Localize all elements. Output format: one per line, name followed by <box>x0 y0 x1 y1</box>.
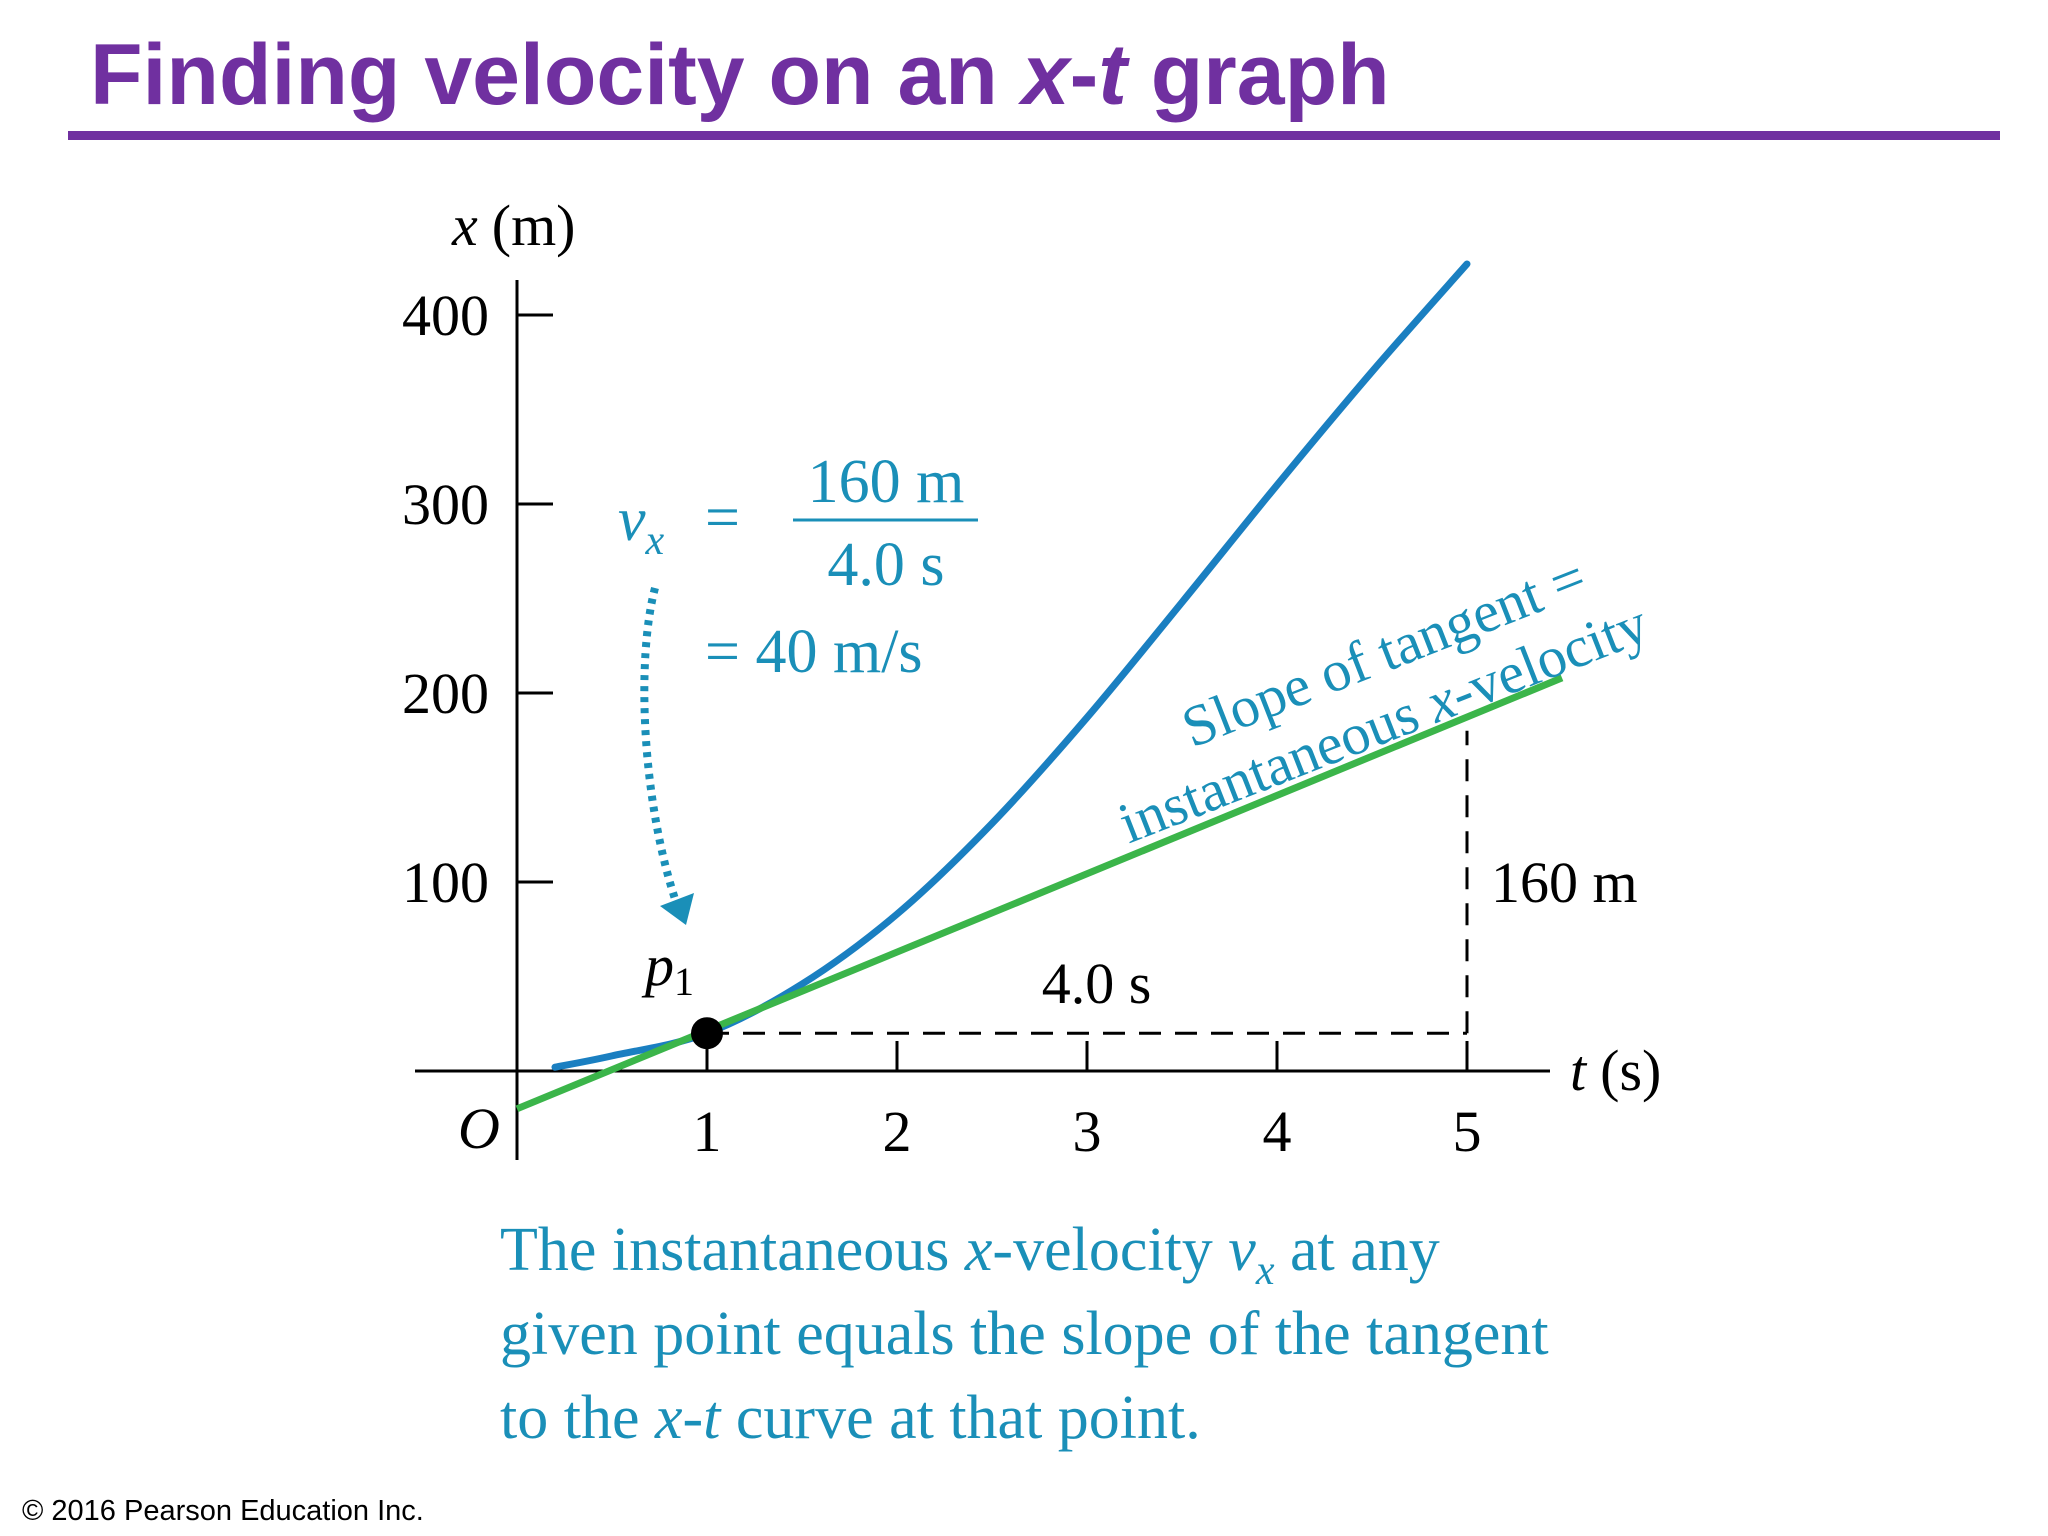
slide-title: Finding velocity on an x-t graph <box>90 20 1390 130</box>
x-ticks: 1 2 3 4 5 <box>693 1041 1482 1164</box>
formula-numerator: 160 m <box>808 448 965 516</box>
tangent-annotation: Slope of tangent = instantaneous x-veloc… <box>1110 544 1657 856</box>
x-axis-title: t (s) <box>1570 1038 1661 1103</box>
caption-l3-var1: x <box>654 1384 683 1452</box>
x-axis-var: t <box>1570 1038 1588 1103</box>
y-axis-var: x <box>451 193 478 258</box>
formula-subscript: x <box>645 518 665 564</box>
caption-l1-a: The instantaneous <box>500 1216 965 1284</box>
x-tick-label: 5 <box>1453 1099 1482 1164</box>
x-tick-label: 2 <box>883 1099 912 1164</box>
caption-line3: to the x-t curve at that point. <box>500 1384 1201 1452</box>
y-tick-label: 300 <box>402 472 489 537</box>
copyright-notice: © 2016 Pearson Education Inc. <box>22 1495 424 1527</box>
title-prefix: Finding velocity on an <box>90 27 1022 123</box>
caption-line1: The instantaneous x-velocity vx at any <box>500 1216 1440 1294</box>
formula-equals: = <box>705 484 740 552</box>
formula-result: = 40 m/s <box>705 618 923 686</box>
caption-l1-b: -velocity <box>992 1216 1228 1284</box>
formula-vx: vx <box>618 486 665 564</box>
rise-label: 160 m <box>1491 850 1638 915</box>
formula-arrow <box>640 586 680 904</box>
velocity-formula: vx = 160 m 4.0 s = 40 m/s <box>618 448 978 686</box>
y-tick-label: 200 <box>402 661 489 726</box>
x-tick-label: 4 <box>1263 1099 1292 1164</box>
run-label: 4.0 s <box>1042 951 1152 1016</box>
point-p1-label: p1 <box>641 933 694 1004</box>
caption-l1-sub: x <box>1255 1248 1275 1294</box>
y-ticks: 100 200 300 400 <box>402 283 553 915</box>
figure-caption: The instantaneous x-velocity vx at any g… <box>500 1216 1549 1452</box>
caption-l3-a: to the <box>500 1384 655 1452</box>
title-suffix: graph <box>1126 27 1390 123</box>
formula-arrowhead <box>660 893 694 925</box>
y-tick-label: 100 <box>402 850 489 915</box>
point-label-subscript: 1 <box>674 959 694 1004</box>
title-rule <box>68 131 2000 140</box>
x-axis-unit: (s) <box>1600 1038 1661 1103</box>
caption-line2: given point equals the slope of the tang… <box>500 1300 1549 1368</box>
caption-l1-c: at any <box>1274 1216 1439 1284</box>
caption-l3-dash: - <box>683 1384 704 1452</box>
y-axis-unit: (m) <box>492 193 576 258</box>
title-var-t: t <box>1098 27 1127 123</box>
caption-l1-v: v <box>1228 1216 1256 1284</box>
caption-l1-var: x <box>964 1216 993 1284</box>
caption-l3-b: curve at that point. <box>720 1384 1200 1452</box>
point-label-letter: p <box>641 933 674 998</box>
formula-denominator: 4.0 s <box>827 531 944 599</box>
y-axis-title: x (m) <box>451 193 576 258</box>
title-var-x: x <box>1021 27 1070 123</box>
origin-label: O <box>458 1096 500 1161</box>
x-tick-label: 3 <box>1073 1099 1102 1164</box>
tangent-line <box>515 674 1564 1113</box>
caption-l3-var2: t <box>703 1384 722 1452</box>
y-tick-label: 400 <box>402 283 489 348</box>
title-dash: - <box>1069 27 1099 123</box>
formula-v: v <box>618 486 646 554</box>
x-tick-label: 1 <box>693 1099 722 1164</box>
point-p1 <box>691 1017 723 1050</box>
